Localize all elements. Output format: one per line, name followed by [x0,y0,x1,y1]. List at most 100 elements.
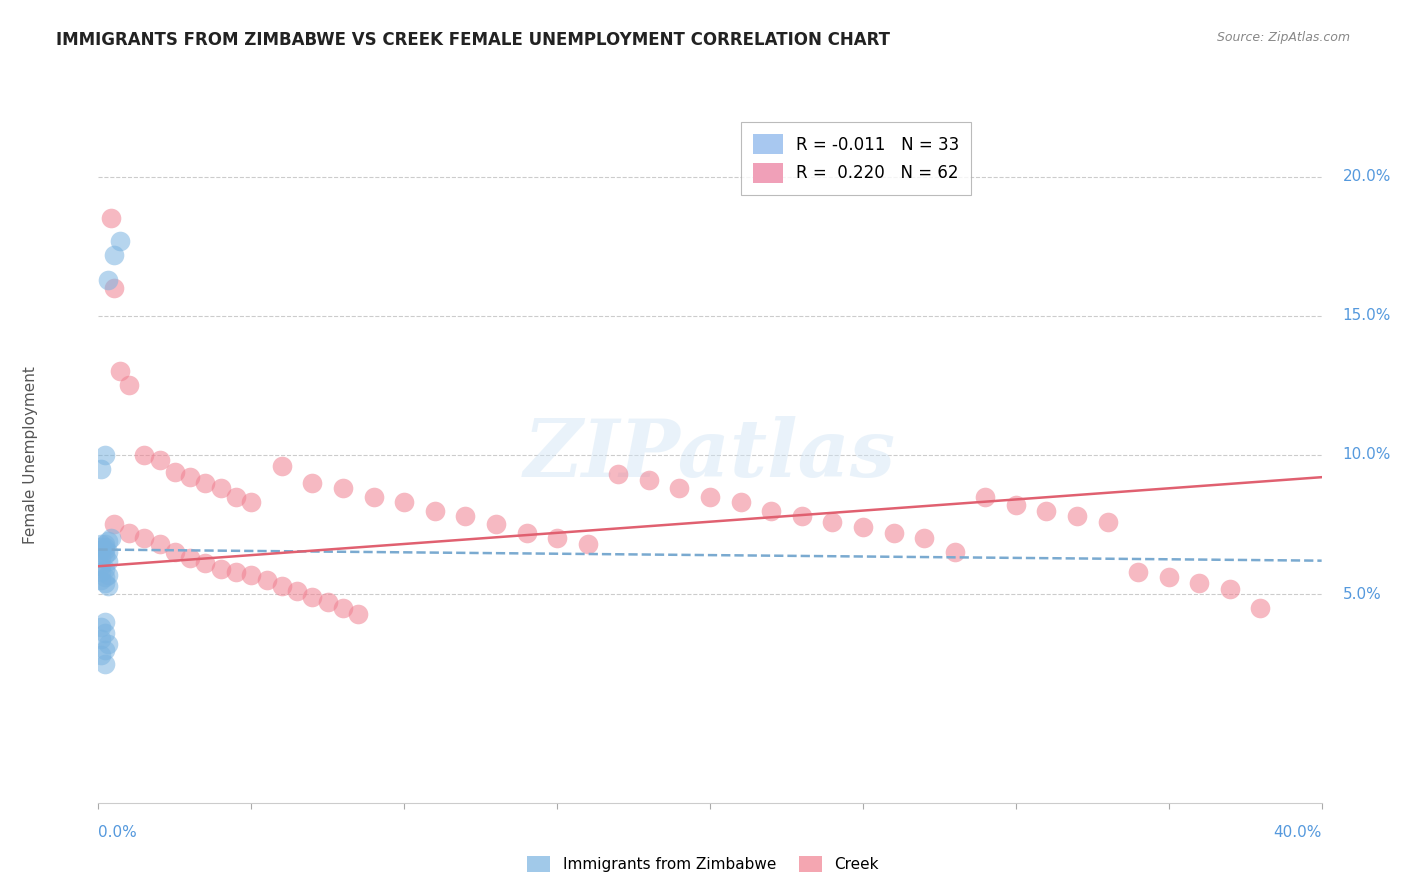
Point [852,520,875,534]
Point [97,534,120,549]
Text: 20.0%: 20.0% [1343,169,1391,184]
Text: 10.0%: 10.0% [1343,448,1391,462]
Point [134,532,156,546]
Point [103,247,125,261]
Text: ZIPatlas: ZIPatlas [524,417,896,493]
Point [90,565,112,579]
Point [90,632,112,646]
Point [607,467,630,482]
Point [90,550,112,565]
Legend: Immigrants from Zimbabwe, Creek: Immigrants from Zimbabwe, Creek [520,848,886,880]
Point [423,503,446,517]
Text: 5.0%: 5.0% [1343,587,1382,601]
Point [332,601,354,615]
Point [93,548,115,562]
Point [118,525,141,540]
Point [93,570,115,584]
Point [103,517,125,532]
Legend: R = -0.011   N = 33, R =  0.220   N = 62: R = -0.011 N = 33, R = 0.220 N = 62 [741,122,970,194]
Text: 40.0%: 40.0% [1274,825,1322,840]
Point [93,537,115,551]
Point [90,620,112,634]
Point [149,453,172,467]
Point [759,503,782,517]
Point [93,615,115,629]
Point [1004,498,1026,512]
Point [97,567,120,582]
Point [194,475,217,490]
Point [943,545,966,559]
Point [93,626,115,640]
Point [392,495,416,509]
Point [790,509,813,524]
Point [316,595,339,609]
Text: Female Unemployment: Female Unemployment [24,366,38,544]
Point [100,211,122,226]
Point [97,272,120,286]
Point [301,590,323,604]
Point [93,448,115,462]
Point [209,481,232,495]
Text: 15.0%: 15.0% [1343,309,1391,323]
Point [93,657,115,671]
Point [163,545,186,559]
Point [118,378,141,392]
Point [730,495,752,509]
Point [1097,515,1119,529]
Point [108,234,131,248]
Point [301,475,323,490]
Text: 0.0%: 0.0% [98,825,138,840]
Point [1128,565,1150,579]
Point [668,481,690,495]
Point [90,559,112,574]
Point [163,465,186,479]
Point [134,448,156,462]
Point [90,540,112,554]
Point [347,607,370,621]
Point [256,573,278,587]
Point [194,557,217,571]
Point [270,579,292,593]
Point [90,542,112,557]
Point [285,584,308,599]
Point [1035,503,1057,517]
Point [454,509,477,524]
Point [516,525,538,540]
Point [1219,582,1241,596]
Point [225,490,247,504]
Point [240,495,263,509]
Point [225,565,247,579]
Point [883,525,905,540]
Point [90,462,112,476]
Text: IMMIGRANTS FROM ZIMBABWE VS CREEK FEMALE UNEMPLOYMENT CORRELATION CHART: IMMIGRANTS FROM ZIMBABWE VS CREEK FEMALE… [56,31,890,49]
Point [576,537,599,551]
Point [90,648,112,663]
Point [974,490,997,504]
Point [100,532,122,546]
Point [108,364,131,378]
Point [179,550,201,565]
Point [546,532,568,546]
Point [1066,509,1088,524]
Point [90,537,112,551]
Point [821,515,844,529]
Point [912,532,935,546]
Point [1249,601,1271,615]
Point [97,637,120,651]
Point [97,545,120,559]
Point [1157,570,1180,584]
Point [93,542,115,557]
Point [97,579,120,593]
Point [179,470,201,484]
Point [149,537,172,551]
Point [240,567,263,582]
Point [699,490,721,504]
Point [97,554,120,568]
Point [637,473,661,487]
Point [93,642,115,657]
Point [93,562,115,576]
Point [103,281,125,295]
Point [270,458,292,473]
Text: Source: ZipAtlas.com: Source: ZipAtlas.com [1216,31,1350,45]
Point [93,540,115,554]
